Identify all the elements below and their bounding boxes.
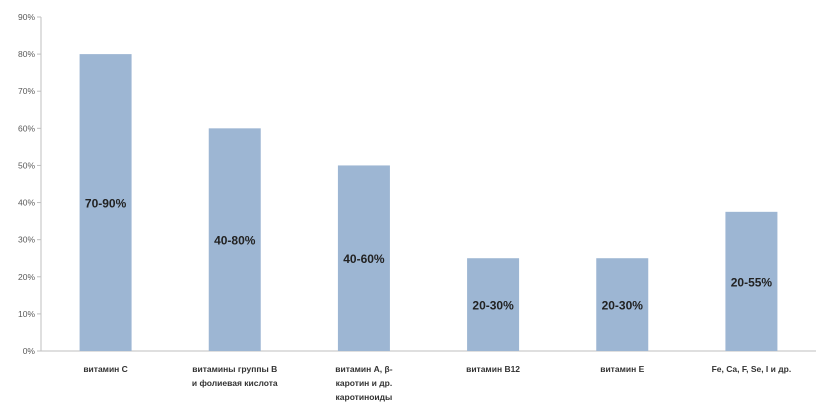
bar	[725, 211, 778, 351]
y-axis: 0% 10% 20% 30% 40% 50% 60% 70% 80% 90%	[18, 12, 816, 356]
bar	[79, 54, 132, 351]
y-tick-label: 30%	[18, 235, 35, 245]
y-tick-label: 40%	[18, 198, 35, 208]
y-tick-label: 70%	[18, 86, 35, 96]
data-label: 20-55%	[731, 275, 773, 289]
bar	[337, 165, 390, 351]
y-tick-label: 50%	[18, 160, 35, 170]
y-tick-label: 90%	[18, 12, 35, 22]
x-category-label: витамин В12	[466, 364, 520, 374]
y-tick-label: 60%	[18, 123, 35, 133]
x-category-label: Fe, Ca, F, Se, I и др.	[712, 364, 792, 374]
data-label: 20-30%	[472, 299, 514, 313]
y-tick-label: 0%	[23, 346, 36, 356]
data-label: 70-90%	[85, 197, 127, 211]
y-tick-label: 80%	[18, 49, 35, 59]
data-label: 40-60%	[343, 252, 385, 266]
data-label: 20-30%	[602, 299, 644, 313]
bar	[596, 258, 649, 351]
y-tick-label: 20%	[18, 272, 35, 282]
x-category-label: витамин А, β-каротин и др. каротиноиды	[335, 364, 392, 402]
data-labels: 70-90% 40-80% 40-60% 20-30% 20-30% 20-55%	[85, 197, 773, 313]
bar	[208, 128, 261, 351]
x-category-label: витамин Е	[600, 364, 644, 374]
data-label: 40-80%	[214, 234, 256, 248]
bars	[79, 54, 778, 351]
y-tick-label: 10%	[18, 309, 35, 319]
x-category-label: витамин С	[83, 364, 128, 374]
bar	[467, 258, 520, 351]
